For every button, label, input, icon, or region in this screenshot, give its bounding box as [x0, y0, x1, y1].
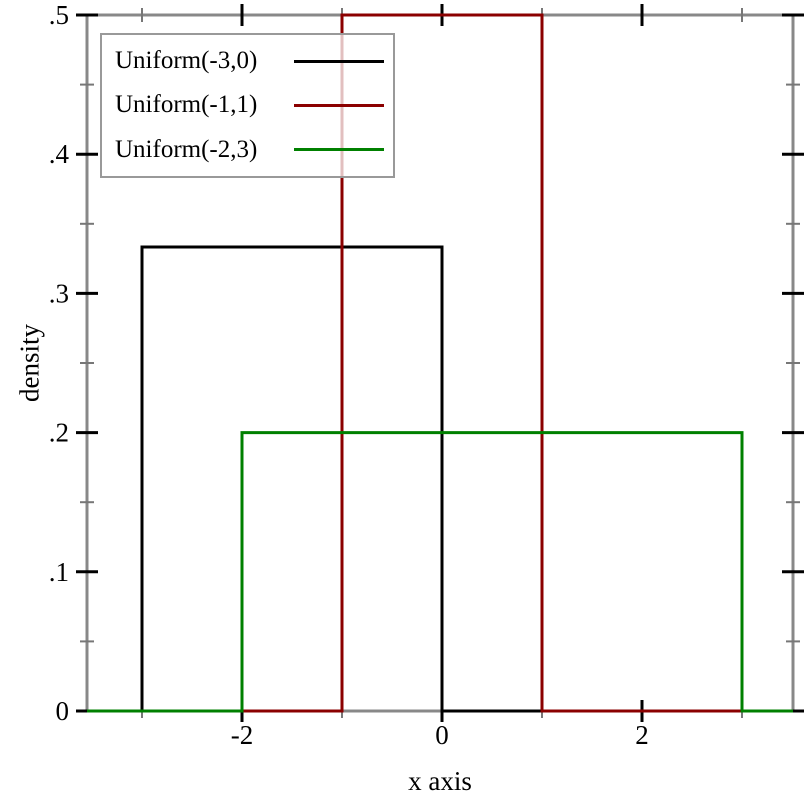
- legend-label: Uniform(-2,3): [115, 135, 258, 163]
- legend-line-sample: [294, 103, 384, 107]
- density-curve-uniform-1-1-: [87, 13, 793, 713]
- density-curve-uniform-3-0-: [87, 245, 793, 713]
- y-tick-label: 0: [56, 696, 70, 726]
- legend-line-sample: [294, 59, 384, 63]
- legend-box: Uniform(-3,0) Uniform(-1,1) Uniform(-2,3…: [100, 33, 395, 178]
- x-axis-title: x axis: [408, 766, 472, 796]
- legend-label: Uniform(-3,0): [115, 47, 258, 75]
- density-curve-uniform-2-3-: [87, 431, 793, 713]
- y-tick-label: .2: [49, 418, 69, 448]
- x-tick-label: 2: [635, 720, 649, 750]
- x-tick-label: 0: [435, 720, 449, 750]
- legend-label: Uniform(-1,1): [115, 91, 258, 119]
- y-axis-title: density: [14, 324, 45, 402]
- x-tick-label: -2: [231, 720, 254, 750]
- legend-entry: Uniform(-1,1): [102, 91, 393, 119]
- legend-entry: Uniform(-2,3): [102, 136, 393, 164]
- y-tick-label: .3: [49, 278, 69, 308]
- y-tick-label: .5: [49, 0, 69, 30]
- y-tick-label: .1: [49, 557, 69, 587]
- legend-line-sample: [294, 148, 384, 152]
- y-tick-label: .4: [49, 139, 70, 169]
- legend-entry: Uniform(-3,0): [102, 47, 393, 75]
